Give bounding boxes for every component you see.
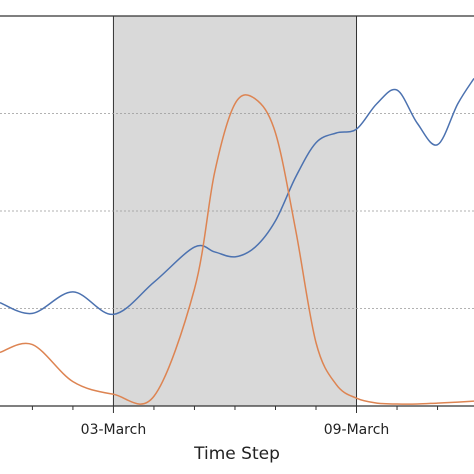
x-axis-label: Time Step xyxy=(193,444,280,464)
line xyxy=(0,77,474,316)
line xyxy=(0,94,474,405)
x-tick-label: 09-March xyxy=(324,422,390,438)
x-tick-label: 03-March xyxy=(81,422,147,438)
